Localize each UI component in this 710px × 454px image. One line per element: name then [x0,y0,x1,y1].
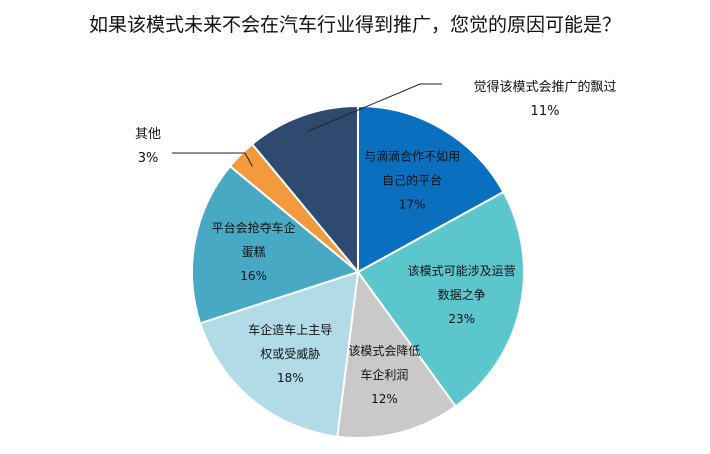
slice-label-2: 该模式会降低车企利润 12% [348,344,420,406]
pie-slice-6 [250,104,359,275]
slice-label-0: 与滴滴合作不如用自己的平台 17% [364,149,460,212]
pie-slice-0 [357,104,505,274]
pie-slice-1 [356,190,525,408]
slice-label-4: 平台会抢夺车企蛋糕 16% [212,220,296,283]
pie-slice-4 [191,164,361,325]
slice-label-6: 觉得该模式会推广的飘过 11% [473,79,616,119]
pie-slice-3 [198,270,360,438]
leader-line-5 [172,152,253,167]
chart-title: 如果该模式未来不会在汽车行业得到推广，您觉的原因可能是？ [88,14,621,36]
slice-label-3: 车企造车上主导权或受威胁 18% [248,322,332,385]
pie-slice-2 [336,269,457,439]
leader-line-6 [307,83,442,132]
slice-label-1: 该模式可能涉及运营数据之争 23% [408,264,516,326]
slice-label-5: 其他 3% [135,127,161,166]
